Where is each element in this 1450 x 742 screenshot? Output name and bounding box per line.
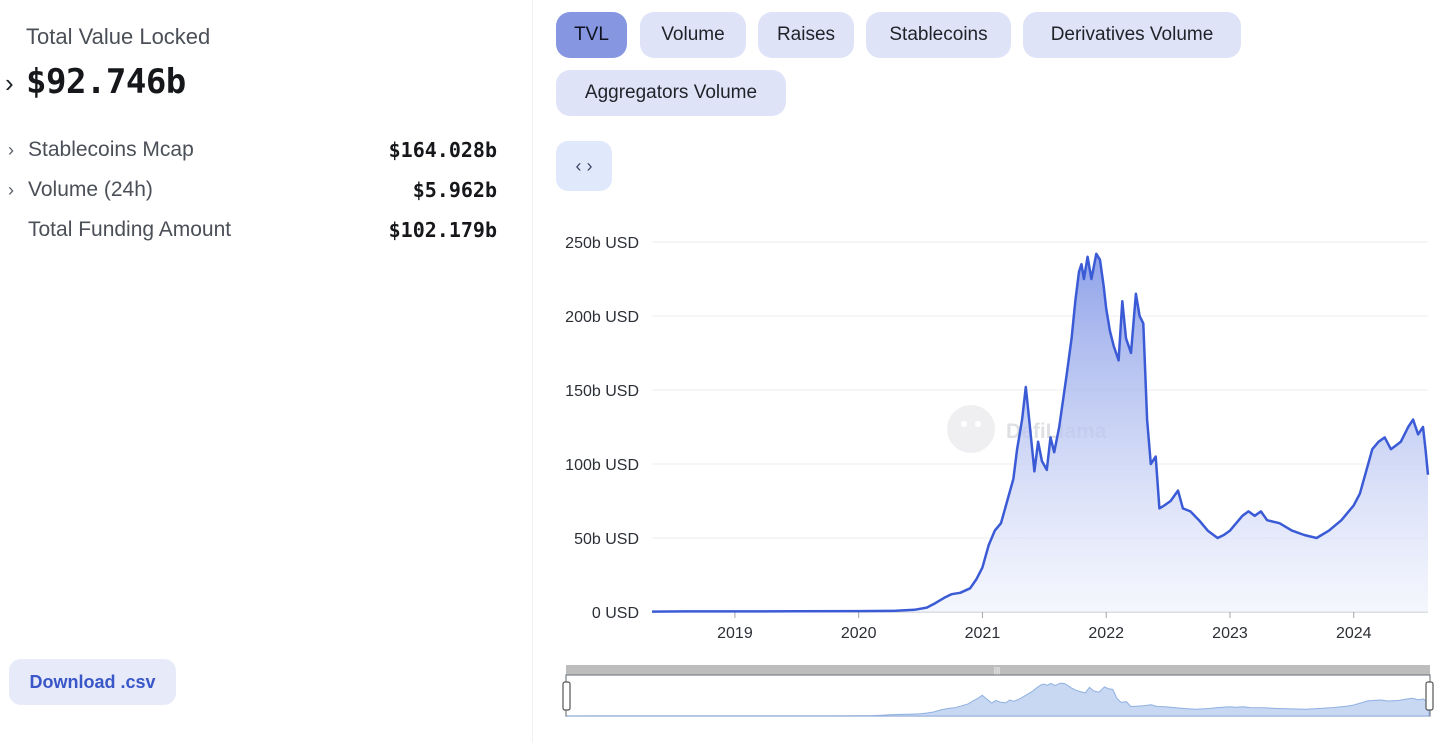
defillama-watermark: DefiLlama	[947, 405, 1107, 453]
slider-handle-left[interactable]	[562, 681, 571, 711]
stat-label: Stablecoins Mcap	[28, 138, 194, 161]
y-tick-label: 0 USD	[592, 605, 639, 622]
stat-stablecoins-mcap[interactable]: › Stablecoins Mcap $164.028b	[0, 138, 500, 168]
y-tick-label: 50b USD	[574, 531, 639, 548]
chart-grid	[652, 241, 1428, 613]
watermark-text: DefiLlama	[1006, 420, 1107, 443]
tvl-value: $92.746b	[26, 62, 186, 102]
tab-volume[interactable]: Volume	[640, 12, 746, 58]
chevron-right-icon[interactable]: ›	[8, 180, 14, 200]
x-tick-label: 2019	[717, 625, 753, 642]
svg-text:|||: |||	[994, 666, 1000, 675]
tab-tvl[interactable]: TVL	[556, 12, 627, 58]
tab-raises[interactable]: Raises	[758, 12, 854, 58]
x-axis: 2019 2020 2021 2022 2023 2024	[717, 612, 1372, 642]
stat-value: $164.028b	[388, 138, 497, 162]
tvl-label: Total Value Locked	[26, 24, 211, 49]
slider-bar[interactable]	[566, 665, 1430, 675]
y-tick-label: 250b USD	[565, 235, 639, 252]
tab-derivatives-volume[interactable]: Derivatives Volume	[1023, 12, 1241, 58]
tvl-area	[652, 253, 1428, 613]
y-axis: 0 USD 50b USD 100b USD 150b USD 200b USD 250b…	[565, 235, 639, 622]
download-csv-button[interactable]: Download .csv	[9, 659, 176, 705]
slider-handle-right[interactable]	[1425, 681, 1434, 711]
summary-panel: Total Value Locked › $92.746b › Stableco…	[0, 0, 533, 742]
x-tick-label: 2020	[841, 625, 877, 642]
x-tick-label: 2024	[1336, 625, 1372, 642]
stat-total-funding: Total Funding Amount $102.179b	[0, 218, 500, 248]
tab-aggregators-volume[interactable]: Aggregators Volume	[556, 70, 786, 116]
x-tick-label: 2023	[1212, 625, 1248, 642]
stat-value: $102.179b	[388, 218, 497, 242]
chevron-right-icon[interactable]: ›	[5, 68, 14, 98]
stat-label: Volume (24h)	[28, 178, 153, 201]
stat-volume-24h[interactable]: › Volume (24h) $5.962b	[0, 178, 500, 208]
embed-button[interactable]: ‹ ›	[556, 141, 612, 191]
y-tick-label: 100b USD	[565, 457, 639, 474]
zoom-slider[interactable]: |||	[562, 665, 1434, 717]
code-icon: ‹ ›	[575, 155, 593, 176]
x-tick-label: 2022	[1088, 625, 1124, 642]
stat-value: $5.962b	[412, 178, 497, 202]
y-tick-label: 150b USD	[565, 383, 639, 400]
mini-area	[566, 682, 1430, 717]
tvl-line	[651, 252, 1430, 613]
stat-label: Total Funding Amount	[28, 218, 232, 241]
tab-stablecoins[interactable]: Stablecoins	[866, 12, 1011, 58]
chevron-right-icon[interactable]: ›	[8, 140, 14, 160]
y-tick-label: 200b USD	[565, 309, 639, 326]
x-tick-label: 2021	[965, 625, 1001, 642]
